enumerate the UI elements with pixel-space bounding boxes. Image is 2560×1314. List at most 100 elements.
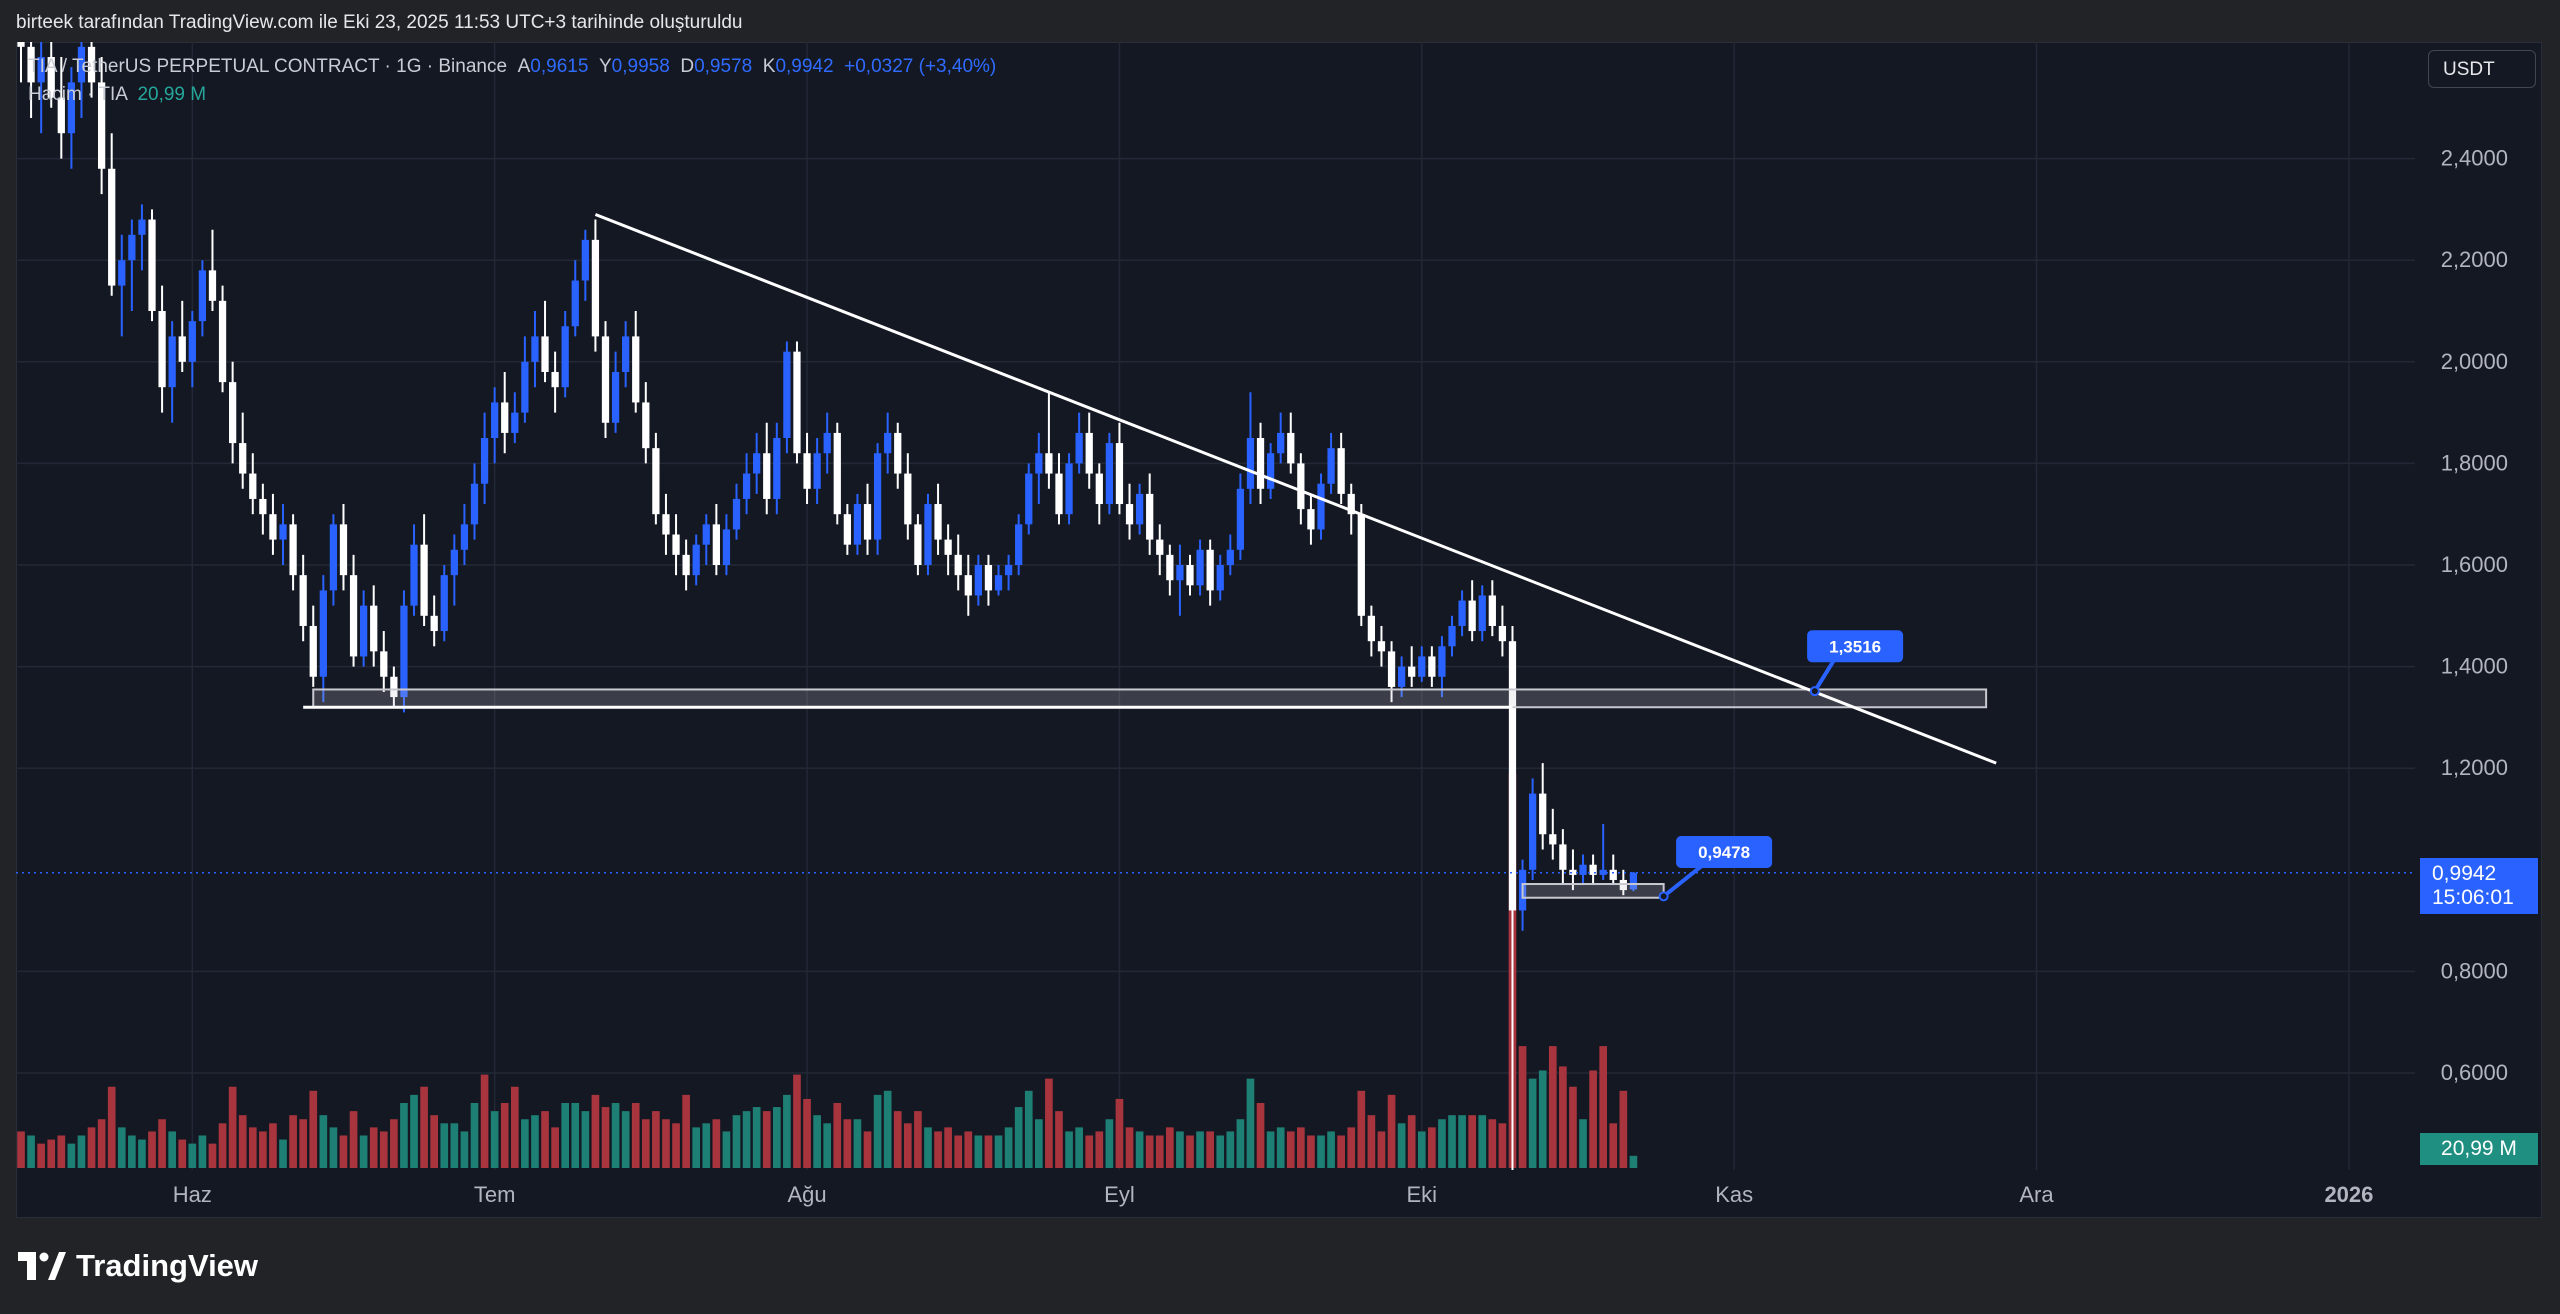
candle-body [1115,443,1124,505]
volume-value: 20,99 M [137,84,207,105]
candle-body [1297,463,1305,510]
candle-body [77,46,86,83]
candle [1287,412,1295,474]
support-zone [312,688,1988,709]
candle [1377,625,1386,667]
volume-bar [601,1107,610,1168]
callout-anchor [1658,891,1669,902]
volume-bar [1246,1078,1255,1168]
volume-bar [652,1111,660,1168]
candle-body [1408,666,1416,677]
volume-bar [1286,1131,1295,1168]
candle [1186,554,1194,596]
volume-bar [168,1131,176,1168]
candle-body [1055,473,1063,515]
candle-body [1256,438,1265,489]
candle-body [1347,493,1355,515]
x-tick-label: Ara [2019,1182,2054,1207]
candle [1539,763,1547,850]
candle [551,351,559,413]
volume-bar [1609,1123,1618,1168]
close-value: 0,9942 [775,56,834,77]
y-tick-label: 1,8000 [2441,450,2508,475]
candle [1004,554,1013,591]
candle [1589,854,1597,886]
candle-body [198,270,207,322]
candle [642,382,650,464]
candle-body [1105,443,1114,505]
volume-bar [1448,1115,1456,1168]
candle [1035,432,1043,505]
volume-bar [1337,1135,1345,1168]
symbol-title[interactable]: TIA / TetherUS PERPETUAL CONTRACT · 1G ·… [28,56,508,77]
candle-body [773,438,781,499]
volume-bar [964,1131,973,1168]
candle-body [944,539,952,555]
volume-bar [1589,1070,1597,1168]
candle-body [349,575,358,657]
candle [168,321,176,423]
volume-bar [128,1135,136,1168]
volume-bar [762,1111,771,1168]
candle [1125,483,1134,540]
candle [601,321,610,438]
candle [1065,453,1073,525]
candle [863,483,872,555]
volume-bar [1458,1115,1466,1168]
candle-body [1146,493,1154,540]
candle-body [914,524,922,565]
candle-body [158,311,166,388]
volume-bar [27,1135,35,1168]
volume-bar [621,1111,630,1168]
symbol-legend[interactable]: TIA / TetherUS PERPETUAL CONTRACT · 1G ·… [28,56,996,78]
tradingview-logo-icon [18,1252,66,1280]
candle [521,336,529,423]
candle-body [1135,493,1144,525]
candle [944,524,952,576]
volume-bar [510,1086,519,1168]
candle [349,554,358,667]
close-label: K [762,56,776,77]
candle-body [934,504,942,540]
candle-body [904,473,912,525]
candle [1266,443,1275,499]
candle [1236,473,1245,560]
candle-body [480,438,489,484]
lower-zone [1521,883,1665,899]
candle [632,311,640,413]
candle [1599,824,1607,880]
volume-bar [117,1127,126,1168]
candle [662,493,670,555]
volume-bar [390,1119,398,1168]
volume-bar [1166,1127,1174,1168]
candle-body [188,321,196,362]
candle [511,392,519,444]
volume-bar [1347,1127,1356,1168]
x-tick-label: Ağu [787,1182,826,1207]
tradingview-logo[interactable]: TradingView [18,1248,258,1284]
candle-body [1327,448,1335,484]
candle [1277,412,1285,464]
candle [249,453,257,515]
volume-bar [1327,1131,1335,1168]
currency-button[interactable]: USDT [2428,50,2536,88]
volume-legend[interactable]: Hacim · TIA 20,99 M [28,84,206,106]
volume-bar [883,1090,892,1168]
candle-body [682,554,690,576]
volume-bar [1488,1119,1497,1168]
candle-body [571,280,579,327]
candle [1357,504,1365,626]
volume-bar [783,1094,791,1168]
volume-bar [702,1123,711,1168]
volume-bar [1559,1066,1567,1168]
candle-body [1599,869,1607,875]
candle [27,42,35,118]
candle-body [1438,646,1446,677]
candle [1075,412,1083,474]
candle-body [208,270,217,301]
candle [1297,453,1305,525]
axes: 2,4000 2,2000 2,0000 1,8000 1,6000 1,4000 1,20… [173,146,2508,1207]
candle [329,514,338,606]
candle [1387,641,1396,703]
